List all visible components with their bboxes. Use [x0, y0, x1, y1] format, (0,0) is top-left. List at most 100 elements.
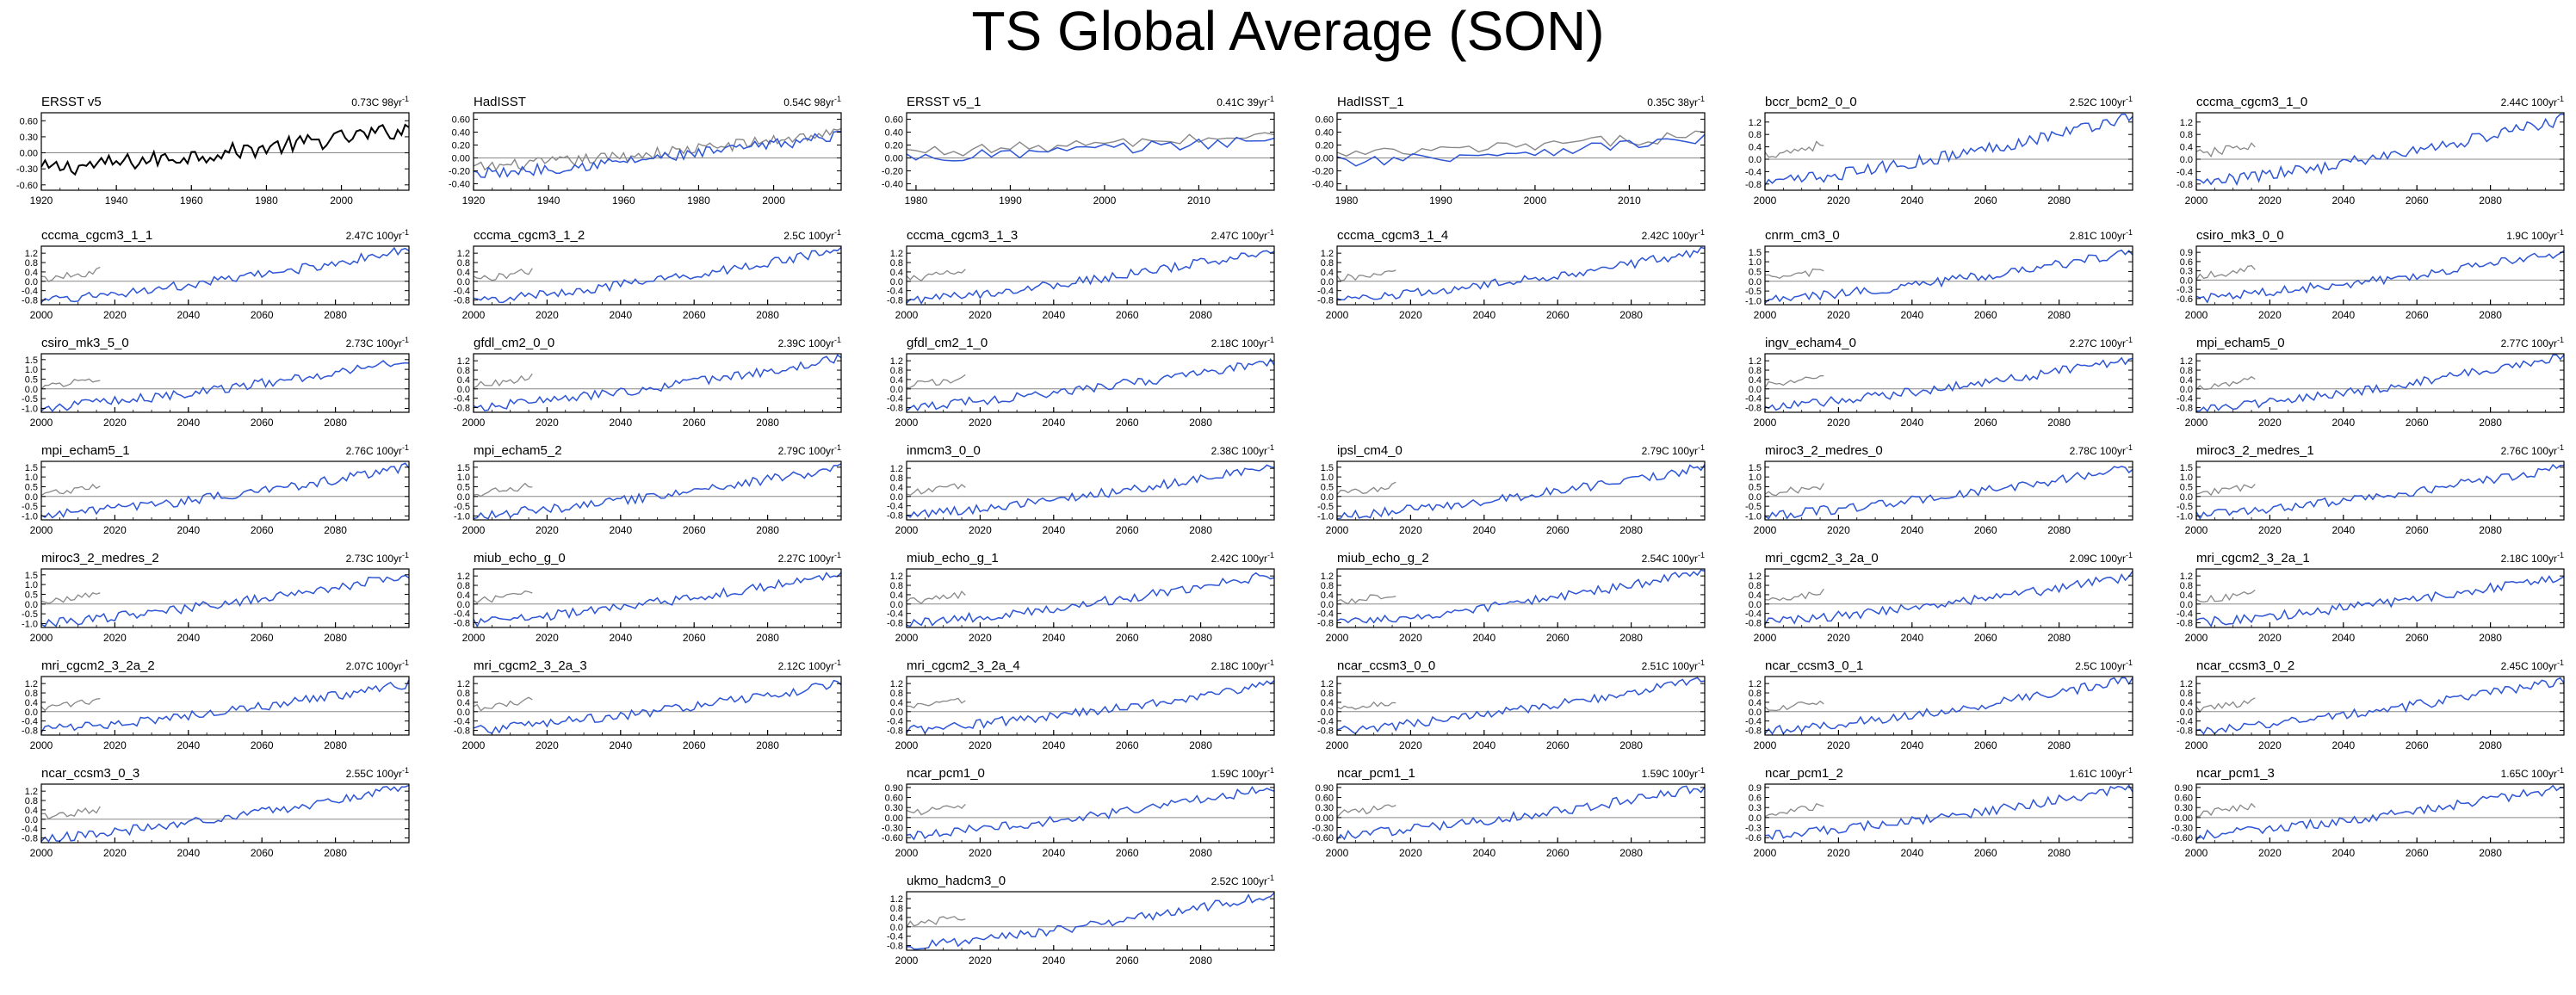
y-tick-label: 1.2	[2180, 679, 2193, 689]
panel-title: cccma_cgcm3_1_0	[2196, 95, 2307, 109]
trend-exponent: -1	[1267, 766, 1274, 775]
chart-panel: mri_cgcm2_3_2a_2 2.07C 100yr-1 1.20.80.40.…	[22, 658, 410, 751]
x-tick-label: 2060	[1974, 632, 1997, 644]
obs-series-line	[2195, 802, 2256, 818]
y-tick-label: -0.8	[22, 296, 38, 306]
x-tick-label: 2060	[1116, 417, 1139, 429]
y-tick-label: -0.4	[1745, 717, 1762, 727]
y-tick-label: -0.3	[2177, 285, 2193, 295]
chart-panel: miub_echo_g_0 2.27C 100yr-11.20.80.40.0-0…	[454, 551, 842, 644]
x-tick-label: 2000	[1093, 195, 1117, 207]
y-tick-label: 1.5	[457, 463, 470, 473]
panel-title: ingv_echam4_0	[1765, 336, 1856, 350]
y-tick-label: 0.60	[1316, 115, 1334, 126]
x-tick-label: 2000	[1754, 632, 1777, 644]
x-tick-label: 2060	[2406, 739, 2429, 751]
y-tick-label: -0.20	[449, 167, 470, 177]
x-tick-label: 2020	[2258, 524, 2282, 536]
panel-title: cccma_cgcm3_1_3	[907, 228, 1018, 243]
axes-frame	[906, 568, 1275, 628]
x-tick-label: 2040	[176, 417, 200, 429]
panel-trend: 2.47C 100yr-1	[1211, 228, 1274, 242]
y-tick-label: 0.8	[25, 796, 38, 807]
x-tick-label: 2060	[683, 632, 706, 644]
panel-trend: 2.09C 100yr-1	[2070, 551, 2133, 565]
y-tick-label: 0.8	[890, 689, 903, 699]
panel-title: HadISST_1	[1337, 95, 1404, 109]
panel-trend: 1.9C 100yr-1	[2506, 228, 2564, 242]
y-tick-label: 0.5	[25, 482, 38, 492]
y-tick-label: -0.5	[22, 609, 38, 620]
x-tick-label: 2040	[176, 524, 200, 536]
trend-exponent: -1	[1267, 443, 1274, 452]
y-tick-label: 0.6	[1749, 794, 1762, 804]
y-tick-label: 0.4	[25, 268, 38, 278]
y-tick-label: -0.8	[1317, 619, 1334, 629]
chart-panel: mpi_echam5_0 2.77C 100yr-11.20.80.40.0-0.…	[2177, 336, 2565, 429]
x-tick-label: 2060	[1546, 524, 1570, 536]
y-tick-label: 0.0	[1321, 600, 1334, 610]
obs-series-line	[40, 592, 101, 604]
x-tick-label: 2000	[1754, 847, 1777, 859]
x-tick-label: 2000	[462, 524, 486, 536]
x-tick-label: 2020	[536, 739, 559, 751]
panel-title: ERSST v5	[41, 95, 102, 109]
y-tick-label: 0.20	[452, 141, 470, 151]
x-tick-label: 2080	[324, 417, 347, 429]
panel-trend: 2.12C 100yr-1	[778, 658, 841, 672]
x-tick-label: 2000	[1326, 847, 1349, 859]
y-tick-label: -0.8	[454, 726, 470, 737]
axes-frame	[40, 245, 410, 306]
chart-panel: bccr_bcm2_0_0 2.52C 100yr-1 1.2 0.8 0.4 0.0 -0…	[1745, 95, 2133, 207]
model-series-line	[40, 360, 410, 412]
y-tick-label: 0.00	[885, 813, 903, 824]
x-tick-label: 2020	[969, 955, 992, 967]
x-tick-label: 2020	[103, 632, 127, 644]
x-tick-label: 2000	[2185, 195, 2208, 207]
y-tick-label: -0.60	[16, 181, 38, 191]
y-tick-label: 0.0	[2180, 155, 2193, 165]
panel-title: ncar_ccsm3_0_2	[2196, 658, 2294, 673]
y-tick-label: 0.4	[1749, 375, 1762, 386]
x-tick-label: 2060	[251, 632, 274, 644]
trend-exponent: -1	[1267, 228, 1274, 237]
y-tick-label: -0.8	[1745, 404, 1762, 414]
x-tick-label: 2040	[1042, 847, 1065, 859]
axes-frame	[40, 112, 410, 191]
y-tick-label: 0.0	[457, 492, 470, 503]
y-tick-label: 0.4	[457, 698, 470, 708]
y-tick-label: 1.2	[890, 249, 903, 259]
y-tick-label: -0.4	[454, 394, 470, 405]
x-tick-label: 2020	[536, 309, 559, 321]
y-tick-label: 0.0	[2180, 492, 2193, 503]
x-tick-label: 2080	[756, 309, 779, 321]
y-tick-label: -0.4	[1317, 609, 1334, 620]
y-tick-label: 0.9	[2180, 248, 2193, 258]
y-tick-label: -0.5	[22, 394, 38, 405]
panel-title: mri_cgcm2_3_2a_1	[2196, 551, 2310, 565]
chart-panel: HadISST 0.54C 98yr-1 0.60 0.40 0.20 0.00 -0.20…	[449, 95, 842, 207]
x-tick-label: 2020	[103, 309, 127, 321]
panel-title: mpi_echam5_0	[2196, 336, 2285, 350]
panel-trend: 2.5C 100yr-1	[783, 228, 841, 242]
x-tick-label: 2040	[2331, 309, 2355, 321]
x-tick-label: 2000	[30, 632, 53, 644]
x-tick-label: 2020	[2258, 632, 2282, 644]
y-tick-label: 0.3	[1749, 803, 1762, 813]
x-tick-label: 2020	[969, 417, 992, 429]
y-tick-label: -1.0	[22, 404, 38, 414]
model-series-line	[473, 572, 842, 628]
trend-exponent: -1	[1698, 766, 1705, 775]
y-tick-label: -0.8	[22, 834, 38, 844]
y-tick-label: 0.4	[890, 375, 903, 386]
y-tick-label: 0.0	[1321, 492, 1334, 503]
panel-trend: 2.18C 100yr-1	[1211, 658, 1274, 672]
trend-exponent: -1	[2126, 95, 2133, 103]
x-tick-label: 2020	[1827, 739, 1850, 751]
x-tick-label: 2040	[1900, 195, 1923, 207]
x-tick-label: 2060	[683, 524, 706, 536]
axes-frame	[2195, 245, 2565, 306]
x-tick-label: 2060	[251, 739, 274, 751]
x-tick-label: 2080	[2047, 847, 2071, 859]
x-tick-label: 2080	[2047, 632, 2071, 644]
